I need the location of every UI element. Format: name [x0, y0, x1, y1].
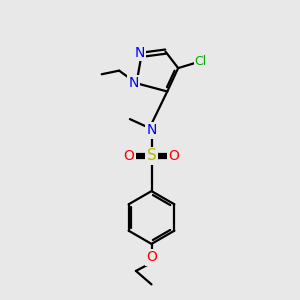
Text: N: N [146, 124, 157, 137]
Text: Cl: Cl [194, 55, 207, 68]
Text: O: O [169, 149, 179, 163]
Text: O: O [146, 250, 157, 264]
Text: O: O [124, 149, 134, 163]
Text: N: N [128, 76, 139, 90]
Text: N: N [135, 46, 145, 60]
Text: S: S [147, 148, 156, 164]
